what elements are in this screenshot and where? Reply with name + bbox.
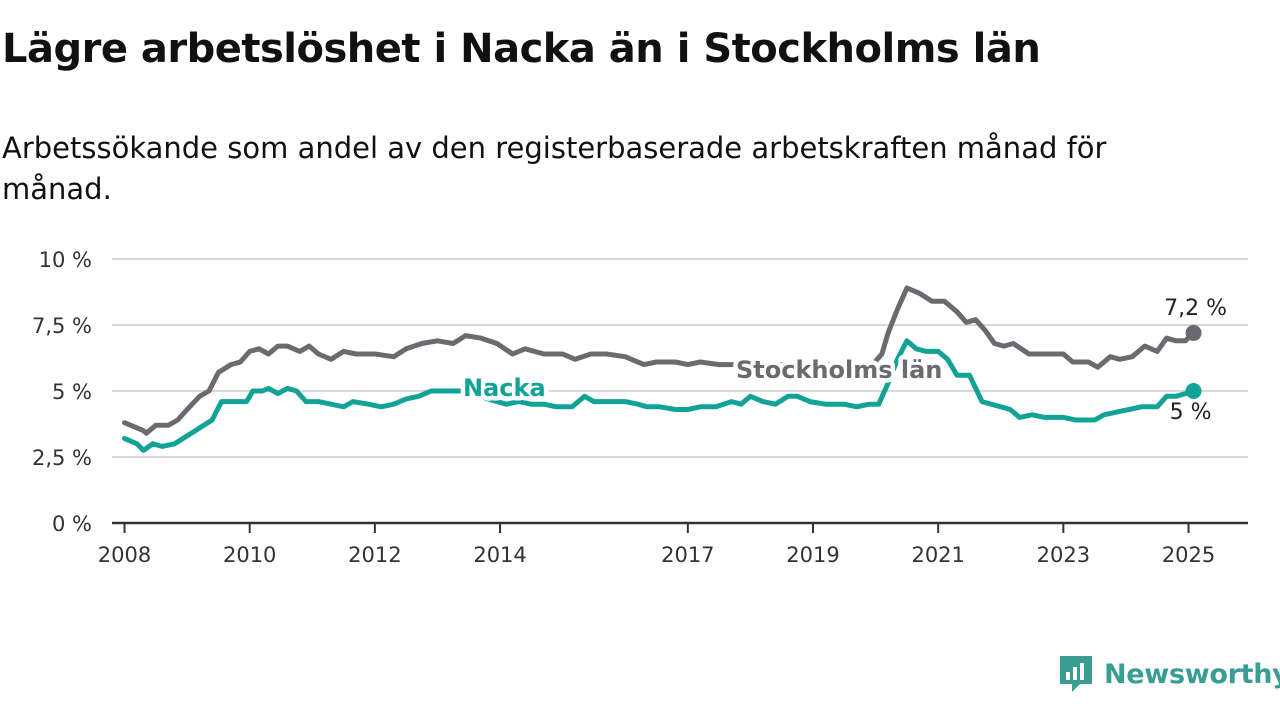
chart-subtitle: Arbetssökande som andel av den registerb… — [2, 131, 1107, 206]
end-label-stockholms-lan: 7,2 % — [1164, 296, 1227, 321]
x-tick-label: 2010 — [223, 543, 276, 567]
x-tick-label: 2008 — [98, 543, 151, 567]
x-tick-label: 2019 — [786, 543, 839, 567]
y-tick-label: 0 % — [52, 512, 92, 536]
chart-title: Lägre arbetslöshet i Nacka än i Stockhol… — [2, 26, 1041, 72]
series-line-stockholms-lan — [122, 285, 1196, 436]
brand-name: Newsworthy — [1104, 658, 1280, 690]
newsworthy-logo-icon — [1060, 656, 1092, 692]
x-tick-label: 2025 — [1162, 543, 1215, 567]
x-tick-label: 2021 — [911, 543, 964, 567]
y-tick-label: 7,5 % — [32, 314, 92, 338]
end-marker-nacka — [1185, 383, 1202, 399]
series-line-nacka — [122, 338, 1196, 453]
series-label-nacka: Nacka — [463, 374, 546, 402]
x-tick-label: 2014 — [473, 543, 526, 567]
series-label-stockholms-lan: Stockholms län — [736, 356, 942, 384]
end-label-nacka: 5 % — [1170, 400, 1212, 425]
y-tick-label: 5 % — [52, 380, 92, 404]
x-tick-label: 2012 — [348, 543, 401, 567]
newsworthy-logo: Newsworthy — [1058, 654, 1280, 694]
x-tick-label: 2017 — [661, 543, 714, 567]
y-tick-label: 10 % — [39, 248, 92, 272]
end-marker-stockholms-lan — [1185, 324, 1202, 341]
y-tick-label: 2,5 % — [32, 446, 92, 470]
line-chart: 0 % 2,5 % 5 % 7,5 % 10 % 2008 2010 2012 2014 2017… — [32, 248, 1248, 567]
x-tick-label: 2023 — [1037, 543, 1090, 567]
